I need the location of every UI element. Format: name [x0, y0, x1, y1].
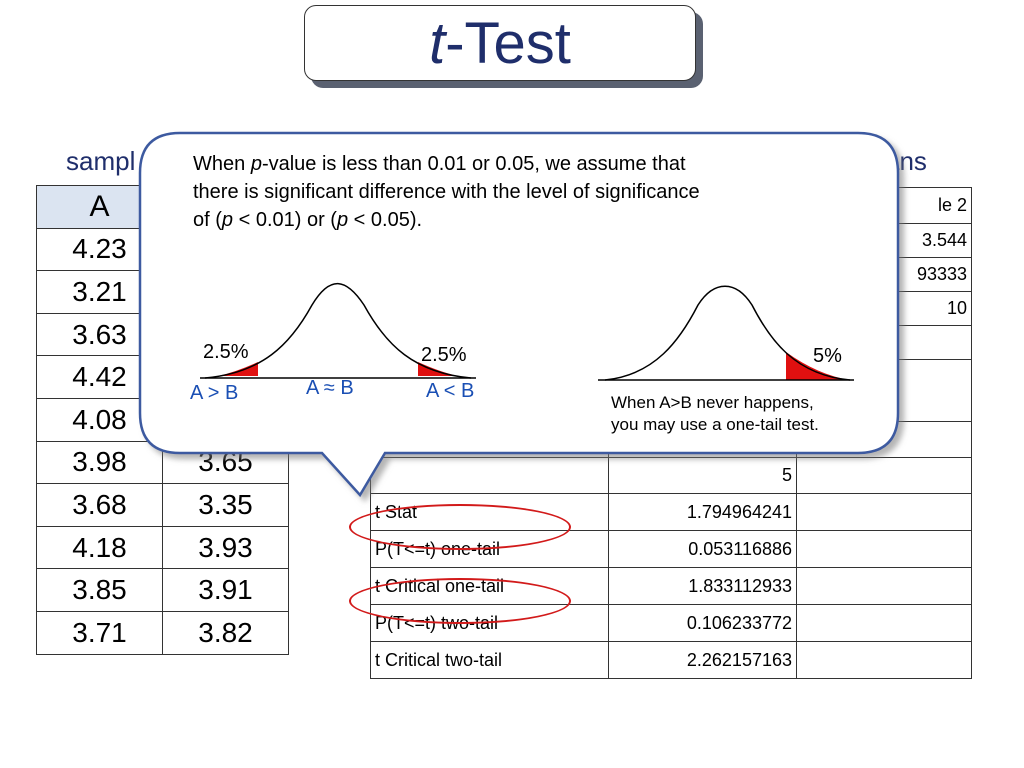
- label-a-less-b: A < B: [426, 380, 475, 402]
- cell: 3.98: [36, 440, 163, 485]
- callout-line-1: When p-value is less than 0.01 or 0.05, …: [193, 153, 686, 175]
- cell: 5: [608, 457, 797, 494]
- cell: 1.794964241: [608, 493, 797, 531]
- table-row: 3.68 3.35: [36, 483, 289, 527]
- samples-heading: sampl: [66, 146, 136, 176]
- cell: t Critical two-tail: [370, 641, 609, 679]
- one-tail-highlight-circle: [349, 504, 571, 550]
- two-tail-right-percent: 2.5%: [421, 344, 467, 366]
- callout-line-3: of (p < 0.01) or (p < 0.05).: [193, 209, 423, 231]
- one-tail-note-line-2: you may use a one-tail test.: [611, 415, 819, 434]
- cell: 4.18: [36, 525, 163, 570]
- two-tail-left-shade: [218, 362, 258, 376]
- one-tail-percent: 5%: [813, 345, 842, 367]
- two-tail-left-percent: 2.5%: [203, 341, 249, 363]
- cell: [796, 530, 972, 568]
- cell: 3.91: [162, 568, 289, 612]
- one-tail-note-line-1: When A>B never happens,: [611, 393, 814, 412]
- callout-line-2: there is significant difference with the…: [193, 181, 700, 203]
- callout-text: When p-value is less than 0.01 or 0.05, …: [193, 150, 873, 234]
- one-tail-note: When A>B never happens, you may use a on…: [611, 392, 819, 436]
- title-italic: t: [429, 10, 446, 76]
- cell: 0.106233772: [608, 604, 797, 642]
- cell: 3.35: [162, 483, 289, 527]
- cell: 0.053116886: [608, 530, 797, 568]
- label-a-approx-b: A ≈ B: [306, 377, 354, 399]
- title-rest: -Test: [445, 10, 571, 76]
- table-row: 4.18 3.93: [36, 525, 289, 570]
- two-tail-right-shade: [418, 362, 458, 376]
- cell: 3.71: [36, 610, 163, 655]
- table-row: t Critical two-tail 2.262157163: [370, 641, 972, 679]
- cell: 3.93: [162, 525, 289, 570]
- cell: 3.85: [36, 568, 163, 612]
- two-tail-highlight-circle: [349, 578, 571, 624]
- cell: 1.833112933: [608, 567, 797, 605]
- two-tail-curve: [204, 282, 472, 379]
- cell: [796, 641, 972, 679]
- table-row: 3.71 3.82: [36, 610, 289, 655]
- slide-title: t -Test: [304, 5, 696, 81]
- cell: 3.82: [162, 610, 289, 655]
- callout-shape: [138, 131, 900, 498]
- one-tail-curve: [604, 285, 851, 381]
- label-a-greater-b: A > B: [190, 382, 239, 404]
- table-row: 3.85 3.91: [36, 568, 289, 612]
- one-tail-shade: [786, 352, 850, 380]
- cell: 2.262157163: [608, 641, 797, 679]
